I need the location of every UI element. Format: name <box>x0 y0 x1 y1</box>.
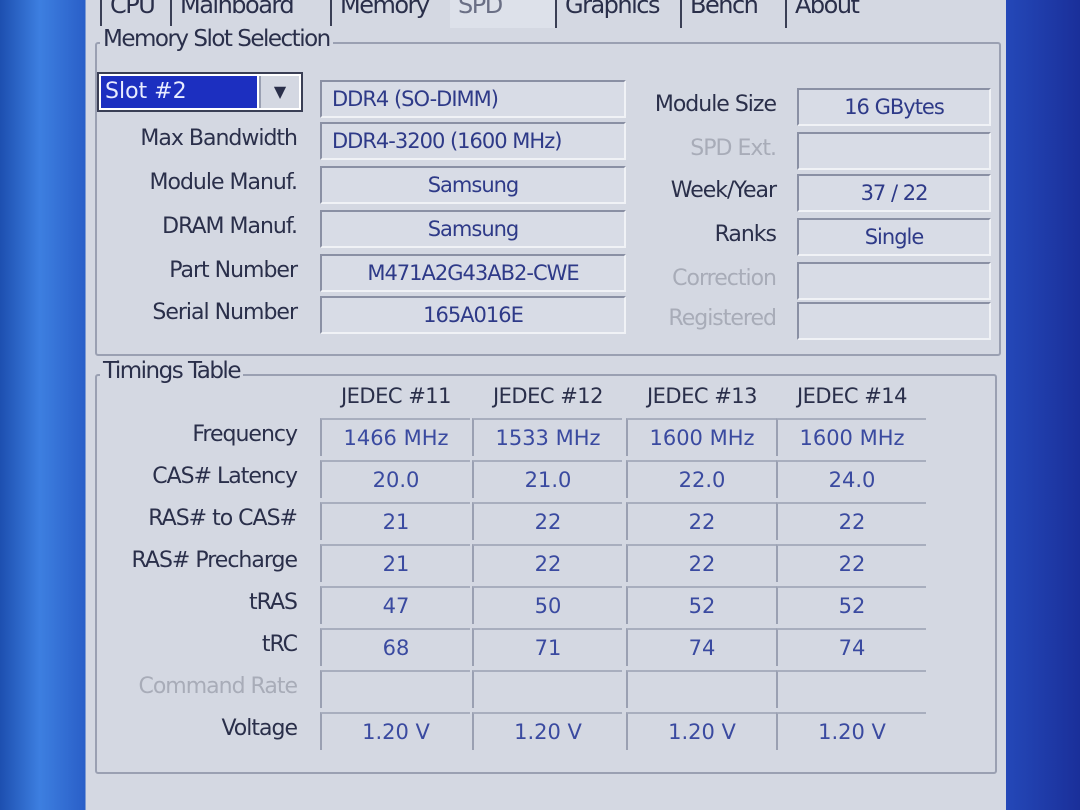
timing-cell: 68 <box>320 628 470 666</box>
memory-type-field: DDR4 (SO-DIMM) <box>320 80 626 118</box>
field-week-year: 37 / 22 <box>797 174 991 212</box>
field-dram-manuf-: Samsung <box>320 210 626 248</box>
timing-cell: 21.0 <box>472 460 622 498</box>
timings-group-title: Timings Table <box>100 358 243 384</box>
tab-spd[interactable]: SPD <box>450 0 555 28</box>
timing-cell: 1.20 V <box>320 712 470 750</box>
timing-cell: 50 <box>472 586 622 624</box>
timing-cell: 22 <box>776 544 926 582</box>
label-registered: Registered <box>668 306 777 331</box>
field-correction <box>797 262 991 300</box>
timing-cell: 74 <box>776 628 926 666</box>
tab-about[interactable]: About <box>785 0 880 28</box>
memory-slot-group <box>95 42 1001 356</box>
row-label-ras-precharge: RAS# Precharge <box>131 548 298 573</box>
field-spd-ext- <box>797 132 991 170</box>
timing-cell: 24.0 <box>776 460 926 498</box>
field-max-bandwidth: DDR4-3200 (1600 MHz) <box>320 122 626 160</box>
label-correction: Correction <box>672 266 777 291</box>
field-ranks: Single <box>797 218 991 256</box>
field-module-manuf-: Samsung <box>320 166 626 204</box>
column-header: JEDEC #14 <box>796 384 908 408</box>
label-week-year: Week/Year <box>670 178 777 203</box>
row-label-cas-latency: CAS# Latency <box>152 464 298 489</box>
field-part-number: M471A2G43AB2-CWE <box>320 254 626 292</box>
row-label-trc: tRC <box>261 632 298 657</box>
timing-cell: 22 <box>472 544 622 582</box>
timing-cell: 1600 MHz <box>776 418 926 456</box>
label-module-manuf-: Module Manuf. <box>149 170 298 195</box>
timing-cell: 52 <box>776 586 926 624</box>
cpuz-window: CPU Mainboard Memory SPD Graphics Bench About … <box>86 0 1006 810</box>
column-header: JEDEC #13 <box>646 384 758 408</box>
timing-cell: 22 <box>472 502 622 540</box>
label-part-number: Part Number <box>169 258 298 283</box>
timing-cell: 1533 MHz <box>472 418 622 456</box>
chevron-down-icon[interactable]: ▼ <box>259 76 299 108</box>
label-dram-manuf-: DRAM Manuf. <box>162 214 298 239</box>
timing-cell: 21 <box>320 544 470 582</box>
tab-mainboard[interactable]: Mainboard <box>170 0 330 28</box>
timing-cell: 1466 MHz <box>320 418 470 456</box>
timing-cell <box>472 670 622 708</box>
label-spd-ext-: SPD Ext. <box>690 136 777 161</box>
timing-cell: 1.20 V <box>472 712 622 750</box>
tab-graphics[interactable]: Graphics <box>555 0 680 28</box>
tab-memory[interactable]: Memory <box>330 0 450 28</box>
timing-cell <box>626 670 776 708</box>
row-label-ras-to-cas-: RAS# to CAS# <box>148 506 298 531</box>
slot-select[interactable]: Slot #2 ▼ <box>97 72 303 112</box>
tab-cpu[interactable]: CPU <box>100 0 170 28</box>
timing-cell: 21 <box>320 502 470 540</box>
timing-cell: 74 <box>626 628 776 666</box>
timing-cell <box>320 670 470 708</box>
timing-cell: 1.20 V <box>626 712 776 750</box>
timing-cell <box>776 670 926 708</box>
row-label-voltage: Voltage <box>221 716 298 741</box>
label-max-bandwidth: Max Bandwidth <box>140 126 298 151</box>
timing-cell: 52 <box>626 586 776 624</box>
column-header: JEDEC #11 <box>340 384 452 408</box>
column-header: JEDEC #12 <box>492 384 604 408</box>
timing-cell: 22 <box>776 502 926 540</box>
timing-cell: 1600 MHz <box>626 418 776 456</box>
row-label-frequency: Frequency <box>192 422 298 447</box>
row-label-command-rate: Command Rate <box>138 674 298 699</box>
label-serial-number: Serial Number <box>152 300 298 325</box>
timings-group <box>95 374 997 774</box>
timing-cell: 1.20 V <box>776 712 926 750</box>
timing-cell: 71 <box>472 628 622 666</box>
field-registered <box>797 302 991 340</box>
tab-bench[interactable]: Bench <box>680 0 785 28</box>
field-module-size: 16 GBytes <box>797 88 991 126</box>
timing-cell: 22.0 <box>626 460 776 498</box>
label-module-size: Module Size <box>654 92 777 117</box>
timing-cell: 22 <box>626 502 776 540</box>
timing-cell: 22 <box>626 544 776 582</box>
memory-slot-group-title: Memory Slot Selection <box>100 26 333 52</box>
field-serial-number: 165A016E <box>320 296 626 334</box>
slot-select-value: Slot #2 <box>101 76 257 108</box>
label-ranks: Ranks <box>714 222 777 247</box>
row-label-tras: tRAS <box>248 590 298 615</box>
timing-cell: 47 <box>320 586 470 624</box>
timing-cell: 20.0 <box>320 460 470 498</box>
